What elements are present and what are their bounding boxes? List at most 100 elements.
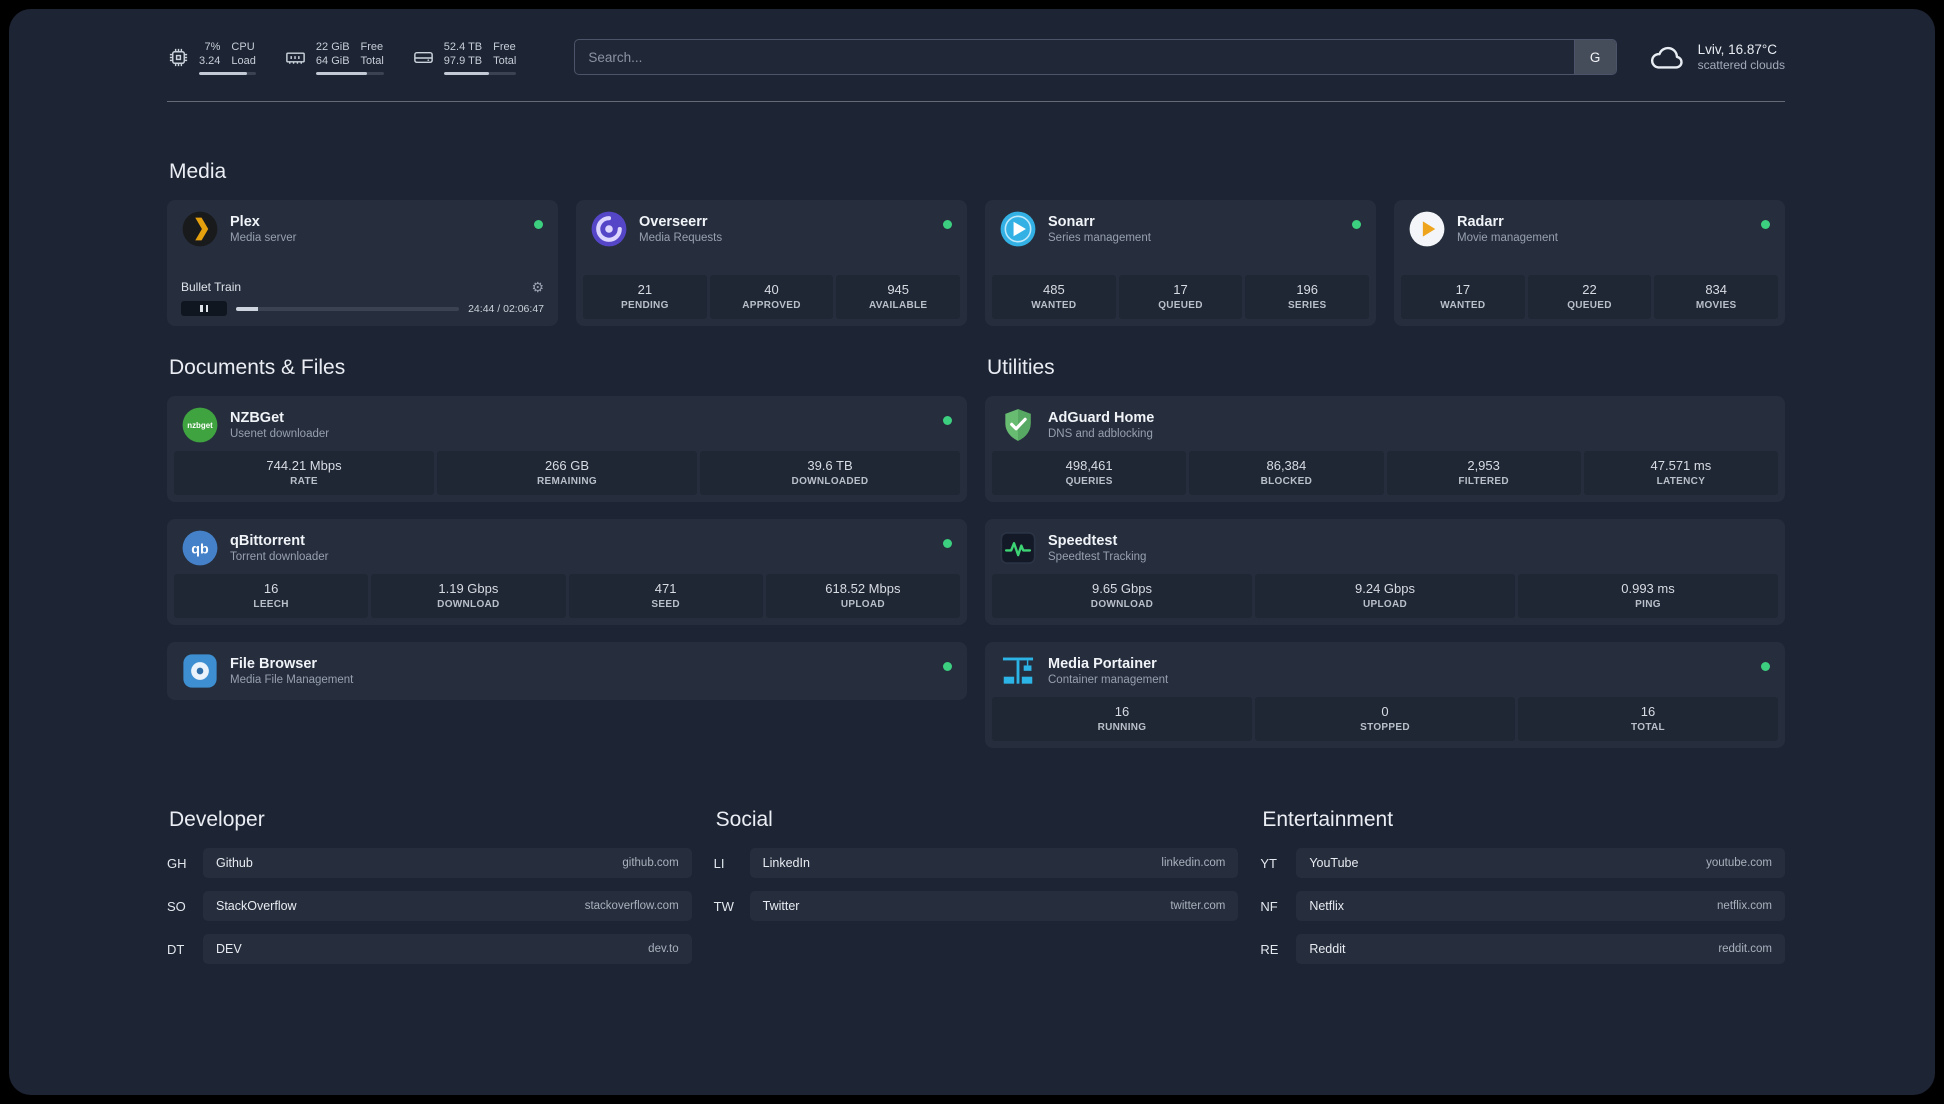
overseerr-icon xyxy=(590,210,628,248)
now-playing-widget: Bullet Train ⚙ 24:44 / 02:06:47 xyxy=(167,280,558,326)
stat-value: 744.21 Mbps xyxy=(266,458,342,473)
settings-gear-icon[interactable]: ⚙ xyxy=(531,279,544,295)
speedtest-icon xyxy=(999,529,1037,567)
status-dot xyxy=(1761,220,1770,229)
stat-value: 485 xyxy=(1042,282,1065,297)
stat-tile: 618.52 Mbps UPLOAD xyxy=(765,574,960,618)
playback-progress-bar[interactable] xyxy=(236,306,460,311)
stat-tile: 39.6 TB DOWNLOADED xyxy=(700,451,960,495)
bookmark-abbr: RE xyxy=(1260,941,1279,957)
stat-tile: 0 STOPPED xyxy=(1255,697,1515,741)
service-card-plex[interactable]: Plex Media server Bullet Train ⚙ xyxy=(167,200,558,326)
svg-text:qb: qb xyxy=(191,542,209,558)
stat-label: WANTED xyxy=(1440,300,1486,311)
service-card-speedtest[interactable]: Speedtest Speedtest Tracking 9.65 Gbps D… xyxy=(985,519,1785,625)
memory-widget: 22 GiB 64 GiB Free Total xyxy=(284,40,384,75)
service-card-qbittorrent[interactable]: qb qBittorrent Torrent downloader 16 xyxy=(167,519,967,625)
stat-label: SERIES xyxy=(1287,300,1327,311)
search-input[interactable] xyxy=(575,40,1574,74)
status-dot xyxy=(943,539,952,548)
section-title: Social xyxy=(715,808,773,831)
stat-label: RATE xyxy=(290,476,318,487)
resource-label: Load xyxy=(231,54,256,67)
adguard-icon xyxy=(999,406,1037,444)
service-name: qBittorrent xyxy=(230,532,305,549)
stat-value: 0.993 ms xyxy=(1621,581,1675,596)
stat-value: 196 xyxy=(1296,282,1319,297)
service-name: AdGuard Home xyxy=(1048,409,1155,426)
weather-widget: Lviv, 16.87°C scattered clouds xyxy=(1647,41,1785,73)
resource-value: 7% xyxy=(204,40,221,53)
stat-value: 1.19 Gbps xyxy=(438,581,499,596)
svg-text:nzbget: nzbget xyxy=(187,421,213,430)
memory-usage-bar xyxy=(315,71,384,75)
stat-label: QUERIES xyxy=(1065,476,1113,487)
qbittorrent-icon: qb xyxy=(181,529,219,567)
bookmark-group-developer: Developer GH Github github.com SO StackO… xyxy=(167,808,692,977)
cpu-icon xyxy=(169,48,188,66)
stat-label: QUEUED xyxy=(1158,300,1203,311)
section-title: Entertainment xyxy=(1262,808,1394,831)
service-name: NZBGet xyxy=(230,409,284,426)
service-desc: Media File Management xyxy=(230,673,354,686)
stat-value: 9.65 Gbps xyxy=(1092,581,1152,596)
service-card-adguard[interactable]: AdGuard Home DNS and adblocking 498,461 … xyxy=(985,396,1785,502)
service-card-portainer[interactable]: Media Portainer Container management 16 … xyxy=(985,642,1785,748)
service-card-radarr[interactable]: Radarr Movie management 17 WANTED 22 QUE… xyxy=(1394,200,1785,326)
stat-label: FILTERED xyxy=(1458,476,1509,487)
stat-label: AVAILABLE xyxy=(868,300,928,311)
stat-tile: 498,461 QUERIES xyxy=(992,451,1187,495)
stat-label: PING xyxy=(1635,599,1661,610)
search-bar: G xyxy=(574,39,1617,75)
stat-tile: 40 APPROVED xyxy=(709,275,834,319)
service-name: Sonarr xyxy=(1048,213,1095,230)
service-card-filebrowser[interactable]: File Browser Media File Management xyxy=(167,642,967,700)
service-desc: Usenet downloader xyxy=(230,427,330,440)
stat-value: 945 xyxy=(887,282,910,297)
topbar-divider xyxy=(167,101,1785,102)
stat-value: 17 xyxy=(1173,282,1188,297)
service-name: Media Portainer xyxy=(1048,655,1157,672)
bookmark-link[interactable]: LinkedIn linkedin.com xyxy=(749,848,1239,878)
section-title: Utilities xyxy=(987,356,1055,379)
bookmark-linkedin: LI LinkedIn linkedin.com xyxy=(714,848,1239,878)
service-card-sonarr[interactable]: Sonarr Series management 485 WANTED 17 Q… xyxy=(985,200,1376,326)
stat-label: RUNNING xyxy=(1097,722,1147,733)
bookmark-dev: DT DEV dev.to xyxy=(167,934,692,964)
status-dot xyxy=(943,416,952,425)
stat-value: 9.24 Gbps xyxy=(1355,581,1415,596)
stat-tile: 834 MOVIES xyxy=(1654,275,1779,319)
service-desc: Torrent downloader xyxy=(230,550,329,563)
search-provider-button[interactable]: G xyxy=(1573,40,1616,74)
stat-value: 16 xyxy=(263,581,279,596)
pause-button[interactable] xyxy=(181,301,227,316)
bookmark-link[interactable]: Reddit reddit.com xyxy=(1296,934,1785,964)
bookmark-link[interactable]: YouTube youtube.com xyxy=(1296,848,1785,878)
stat-value: 21 xyxy=(637,282,653,297)
service-card-nzbget[interactable]: nzbget NZBGet Usenet downloader 744.21 M… xyxy=(167,396,967,502)
stat-tile: 9.24 Gbps UPLOAD xyxy=(1255,574,1515,618)
bookmark-link[interactable]: StackOverflow stackoverflow.com xyxy=(203,891,692,921)
bookmark-reddit: RE Reddit reddit.com xyxy=(1260,934,1785,964)
stat-label: DOWNLOAD xyxy=(1090,599,1154,610)
stat-value: 498,461 xyxy=(1065,458,1113,473)
bookmark-link[interactable]: Twitter twitter.com xyxy=(749,891,1239,921)
bookmark-youtube: YT YouTube youtube.com xyxy=(1260,848,1785,878)
bookmark-link[interactable]: Netflix netflix.com xyxy=(1296,891,1785,921)
section-title: Documents & Files xyxy=(169,356,346,379)
bookmark-abbr: NF xyxy=(1260,898,1278,914)
bookmark-name: StackOverflow xyxy=(216,899,297,913)
bookmark-url: twitter.com xyxy=(1170,900,1226,912)
service-card-overseerr[interactable]: Overseerr Media Requests 21 PENDING 40 A… xyxy=(576,200,967,326)
bookmark-link[interactable]: Github github.com xyxy=(203,848,692,878)
service-desc: Movie management xyxy=(1457,231,1558,244)
resource-value: 64 GiB xyxy=(315,54,350,67)
dashboard: 7% 3.24 CPU Load xyxy=(9,9,1935,1095)
resource-value: 3.24 xyxy=(199,54,221,67)
stat-label: WANTED xyxy=(1031,300,1077,311)
bookmark-abbr: DT xyxy=(167,941,185,957)
bookmark-link[interactable]: DEV dev.to xyxy=(203,934,692,964)
stat-label: MOVIES xyxy=(1695,300,1737,311)
bookmark-stackoverflow: SO StackOverflow stackoverflow.com xyxy=(167,891,692,921)
stat-tile: 2,953 FILTERED xyxy=(1386,451,1581,495)
